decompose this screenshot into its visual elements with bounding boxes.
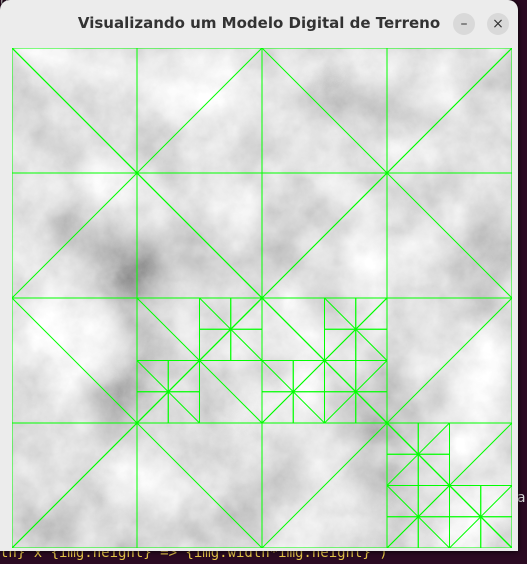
minimize-button[interactable]: – [453, 13, 475, 35]
mesh-edge [136, 360, 169, 393]
mesh-edge [136, 172, 263, 299]
mesh-edge [480, 516, 512, 548]
mesh-edge [136, 422, 263, 548]
mesh-edge [136, 48, 263, 174]
mesh-edge [386, 48, 512, 174]
mesh-edge [417, 516, 450, 548]
mesh-edge [261, 48, 388, 174]
mesh-edge [136, 297, 200, 361]
mesh-edge [355, 391, 388, 424]
mesh-edge [417, 422, 450, 455]
mesh-edge [355, 328, 388, 361]
mesh-edge [449, 422, 512, 486]
mesh-edge [167, 391, 200, 424]
mesh-edge [355, 360, 388, 393]
mesh-edge [292, 391, 325, 424]
mesh-edge [324, 360, 357, 393]
mesh-edge [261, 172, 388, 299]
mesh-edge [386, 453, 419, 486]
mesh-edge [261, 360, 294, 393]
mesh-edge [449, 516, 482, 548]
mesh-edge [386, 297, 512, 424]
mesh-edge [12, 48, 138, 174]
mesh-edge [199, 360, 263, 424]
close-button[interactable]: × [487, 13, 509, 35]
mesh-edge [230, 297, 263, 330]
mesh-edge [386, 516, 419, 548]
mesh-edge [199, 297, 232, 330]
mesh-edge [261, 391, 294, 424]
mesh-edge [230, 328, 263, 361]
mesh-edge [167, 360, 200, 393]
mesh-edge [386, 485, 419, 518]
mesh-edge [324, 297, 357, 330]
mesh-edge [12, 422, 138, 548]
window-title: Visualizando um Modelo Digital de Terren… [77, 14, 441, 32]
mesh-edge [292, 360, 325, 393]
mesh-edge [355, 297, 388, 330]
terminal-text: a [517, 490, 526, 506]
app-window: Visualizando um Modelo Digital de Terren… [0, 0, 518, 551]
mesh-edge [386, 172, 512, 299]
mesh-edge [324, 328, 357, 361]
mesh [12, 48, 512, 548]
terrain-view [12, 48, 512, 548]
mesh-edge [261, 422, 388, 548]
mesh-edge [480, 485, 512, 518]
mesh-edge [12, 172, 138, 299]
mesh-edge [199, 328, 232, 361]
mesh-edge [261, 297, 325, 361]
mesh-edge [324, 391, 357, 424]
mesh-edge [12, 297, 138, 424]
mesh-edge [449, 485, 482, 518]
mesh-edge [417, 485, 450, 518]
mesh-edge [136, 391, 169, 424]
mesh-edge [417, 453, 450, 486]
mesh-edge [386, 422, 419, 455]
